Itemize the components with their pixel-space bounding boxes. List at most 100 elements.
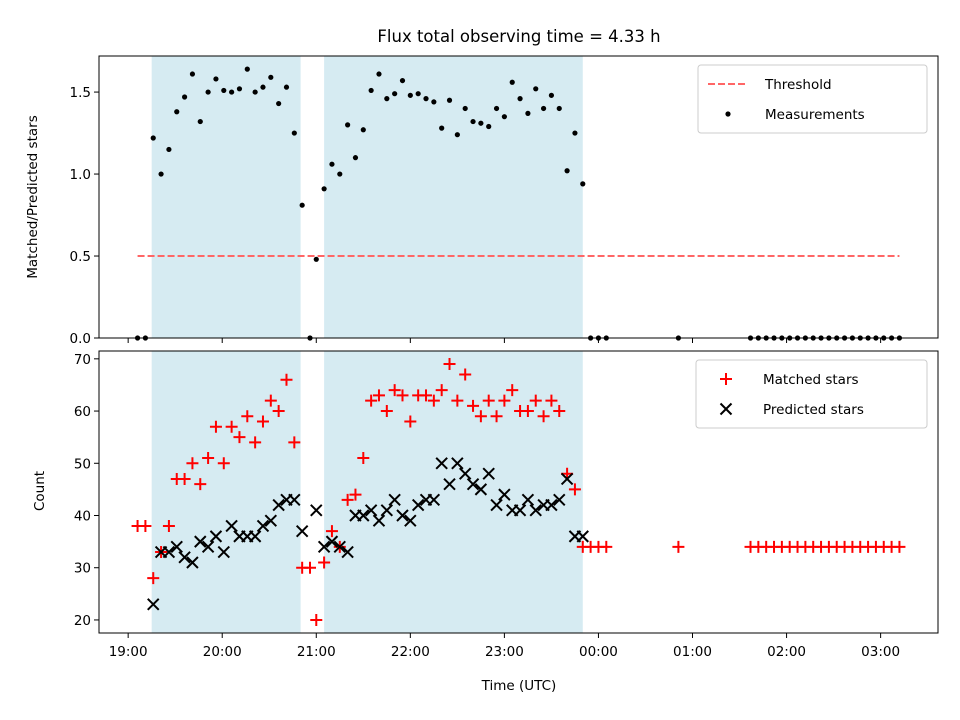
matched-star-point [249,436,262,449]
predicted-star-point [513,504,527,517]
measurement-point [556,105,562,112]
measurement-point [236,86,243,92]
legend-box [697,64,928,134]
legend-marker [725,111,731,117]
x-axis-label: Time (UTC) [481,678,557,694]
matched-star-point [427,394,440,407]
matched-star-point [280,373,293,386]
measurement-point [360,127,366,133]
predicted-star-point [458,467,472,480]
measurement-point [564,168,570,174]
predicted-star-point [209,530,223,543]
predicted-star-point [364,504,378,517]
measurement-point [283,84,290,90]
matched-star-point [553,405,566,418]
matched-star-point [217,457,230,470]
measurement-point [399,77,406,84]
predicted-star-point [333,540,346,554]
measurement-point [392,91,398,97]
predicted-star-point [310,504,323,517]
measurement-point [345,122,351,128]
observing-window-band [151,56,301,338]
predicted-star-point [170,540,183,554]
measurement-point [446,97,453,103]
matched-star-point [404,415,417,428]
y-tick-label: 50 [74,456,91,472]
measurement-point [501,114,507,120]
y-tick-label: 20 [74,613,91,629]
matched-star-point [380,405,393,418]
x-tick-label: 00:00 [579,644,618,660]
predicted-star-point [194,535,207,548]
observing-window-band [151,351,301,633]
matched-star-point [474,410,487,423]
matched-star-point [357,452,370,465]
matched-star-point [209,420,222,433]
bottom-axes-frame [98,350,939,634]
matched-star-point [194,478,207,491]
measurement-point [299,202,305,208]
predicted-star-point [178,551,191,564]
measurement-point [533,86,539,92]
x-tick-label: 19:00 [109,644,148,660]
x-tick-label: 22:00 [391,644,430,660]
measurement-point [376,71,382,77]
measurement-point [244,66,250,72]
matched-star-point [341,493,354,506]
matched-star-point [537,410,550,423]
matched-star-point [147,572,160,585]
x-tick-label: 01:00 [673,644,712,660]
x-tick-label: 20:00 [203,644,242,660]
measurement-point [423,96,429,102]
observing-window-band [324,351,583,633]
measurement-point [462,105,468,112]
y-tick-label: 40 [74,509,91,525]
predicted-star-point [498,488,511,501]
matched-star-point [225,420,238,433]
y-tick-label: 70 [74,352,91,368]
matched-star-point [325,525,338,538]
matched-star-point [388,384,401,397]
predicted-star-point [256,519,270,533]
measurement-point [548,92,555,98]
x-tick-label: 03:00 [861,644,900,660]
predicted-star-point [341,545,354,559]
matched-star-point [365,394,378,407]
y-tick-label: 0.5 [70,249,91,265]
predicted-star-point [295,524,309,538]
measurement-point [486,123,492,130]
matched-star-point [893,540,906,553]
predicted-star-point [553,493,566,507]
top-axes-frame [98,55,939,339]
predicted-star-point [264,514,278,527]
predicted-star-point [435,457,448,470]
matched-star-point [506,384,519,397]
bottom-legend: Matched stars Predicted stars [695,359,928,429]
predicted-star-point [411,498,425,512]
predicted-star-point [560,472,574,486]
top-legend: Threshold Measurements [697,64,928,134]
matched-star-point [459,368,472,381]
matched-star-point [600,540,613,553]
measurement-point [525,110,531,116]
matched-star-point [202,452,215,465]
measurement-point [252,89,258,95]
predicted-star-point [576,530,589,543]
predicted-star-point [404,514,417,527]
matched-star-point [178,472,191,485]
predicted-star-point [225,519,238,533]
legend-marker [720,373,732,385]
matched-star-point [304,561,317,574]
predicted-star-point [325,535,339,548]
predicted-star-point [396,509,409,522]
predicted-star-point [482,467,495,480]
matched-star-point [139,519,152,532]
predicted-star-point [288,493,301,507]
measurement-point [166,146,172,153]
measurement-point [174,109,180,115]
measurement-point [580,181,586,187]
measurement-point [407,92,413,98]
measurement-point [337,171,343,177]
measurement-point [517,96,523,102]
